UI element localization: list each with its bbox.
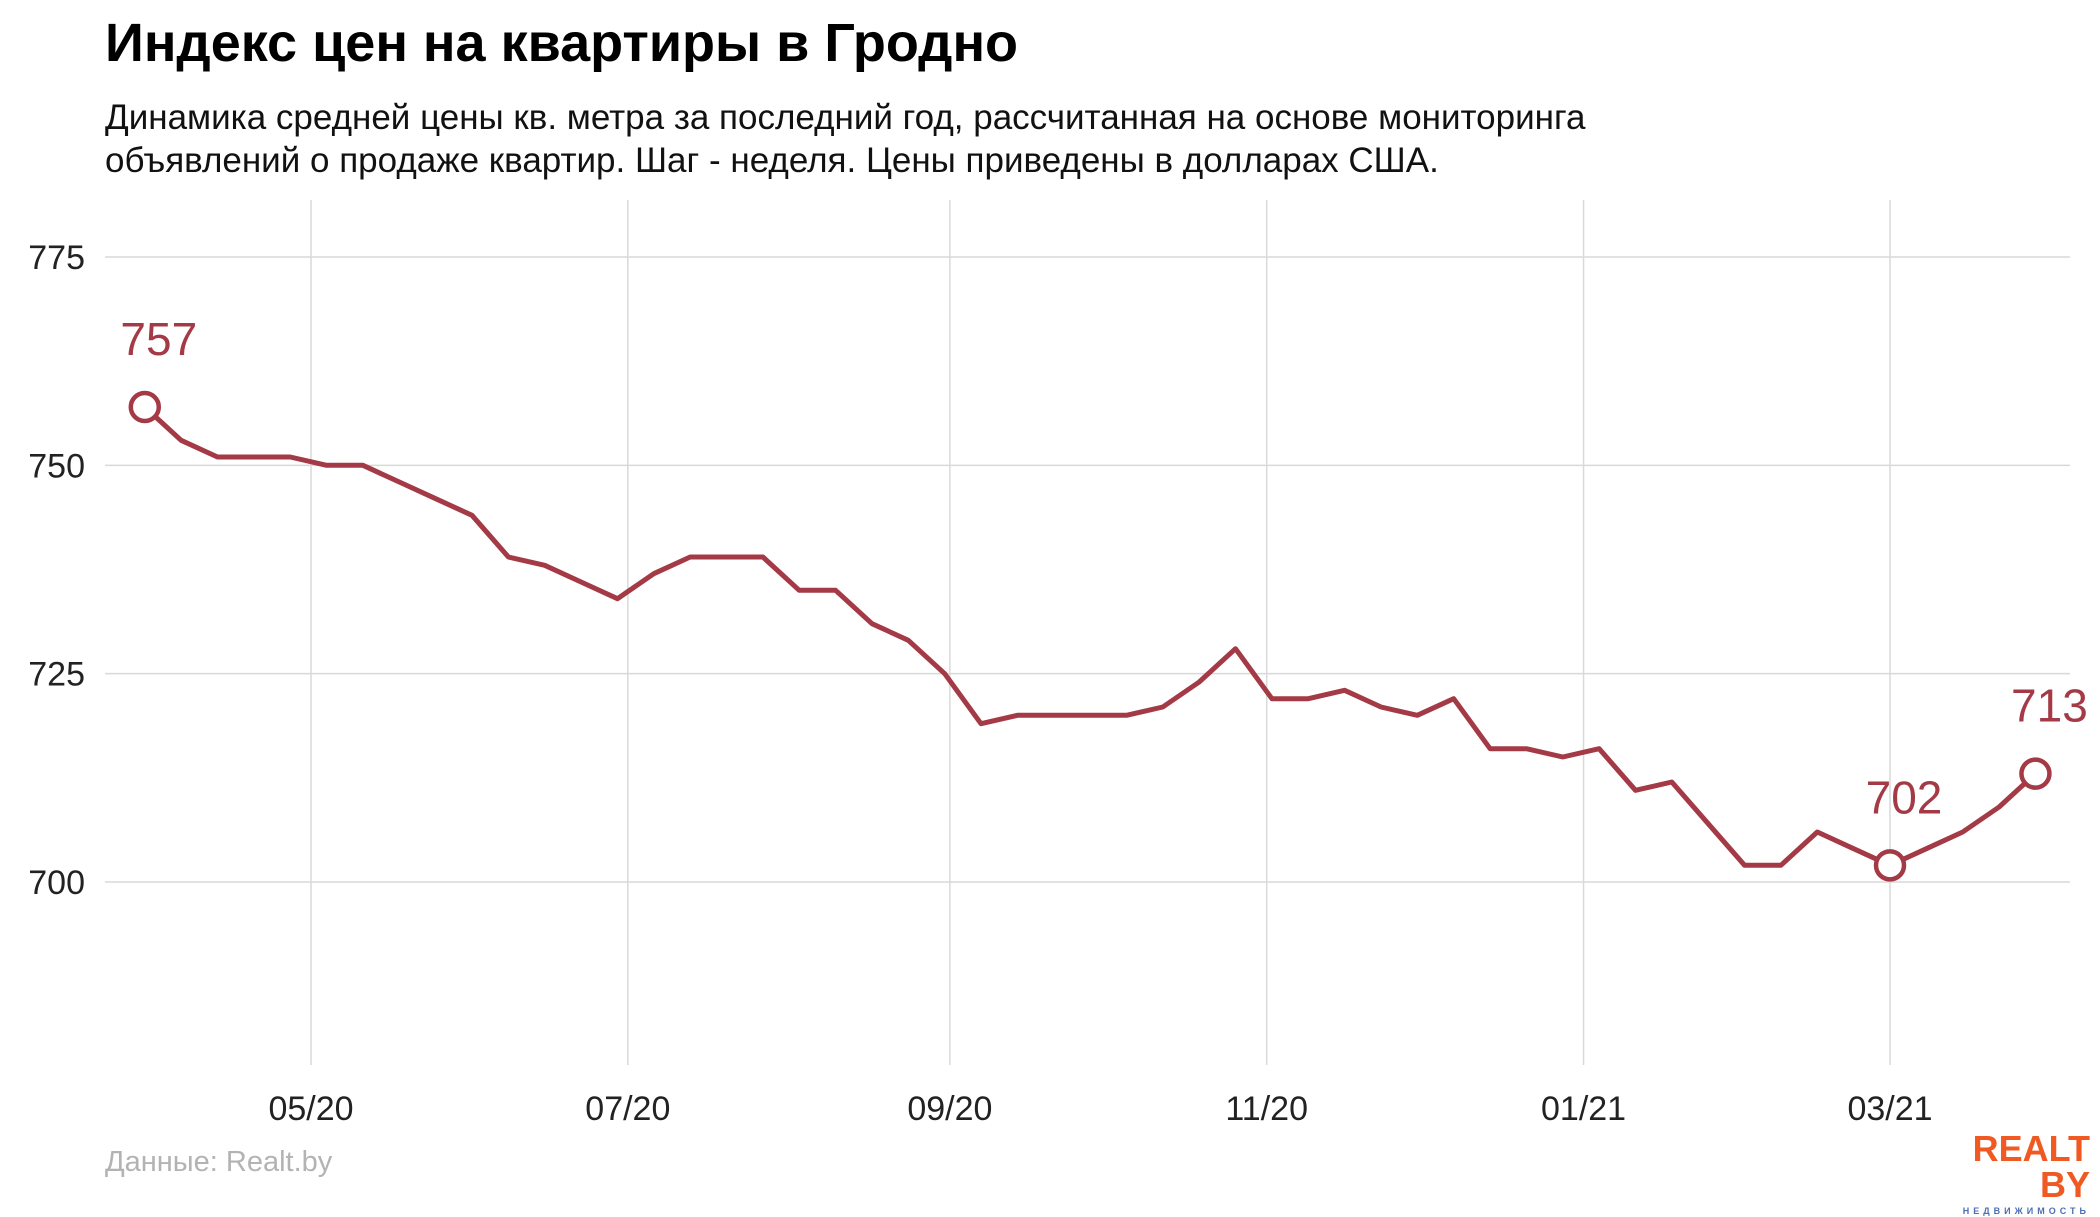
x-tick-label: 05/20 xyxy=(268,1090,353,1128)
logo-wordmark: REALT BY xyxy=(1972,1128,2090,1205)
grid-lines xyxy=(105,200,2070,1065)
y-tick-label: 775 xyxy=(28,239,85,277)
annotations: 757 702 713 xyxy=(120,313,2088,882)
x-tick-label: 01/21 xyxy=(1541,1090,1626,1128)
highlight-point-marker xyxy=(1873,849,1907,882)
logo-tagline: НЕДВИЖИМОСТЬ xyxy=(1962,1206,2090,1216)
y-tick-label: 725 xyxy=(28,656,85,694)
x-tick-label: 09/20 xyxy=(907,1090,992,1128)
x-tick-label: 03/21 xyxy=(1847,1090,1932,1128)
x-tick-label: 11/20 xyxy=(1225,1090,1308,1128)
series-layer xyxy=(142,404,2038,868)
x-tick-label: 07/20 xyxy=(585,1090,670,1128)
page-title: Индекс цен на квартиры в Гродно xyxy=(105,13,1019,73)
highlight-point-label: 713 xyxy=(2011,680,2088,732)
subtitle-line-2: объявлений о продаже квартир. Шаг - неде… xyxy=(105,141,1439,180)
y-axis-ticks: 700 725 750 775 xyxy=(28,239,85,902)
highlight-point-label: 757 xyxy=(120,313,197,365)
y-tick-label: 700 xyxy=(28,864,85,902)
data-source-note: Данные: Realt.by xyxy=(105,1146,333,1178)
highlight-point-marker xyxy=(2019,757,2052,790)
highlight-point-label: 702 xyxy=(1866,771,1943,823)
chart-subtitle: Динамика средней цены кв. метра за после… xyxy=(105,96,1805,182)
price-index-line xyxy=(142,404,2038,868)
realt-logo[interactable]: REALT BY НЕДВИЖИМОСТЬ xyxy=(1944,1131,2090,1217)
y-tick-label: 750 xyxy=(28,447,85,485)
highlight-point-marker xyxy=(128,390,162,424)
x-axis-ticks: 05/20 07/20 09/20 11/20 01/21 03/21 xyxy=(268,1090,1932,1128)
subtitle-line-1: Динамика средней цены кв. метра за после… xyxy=(105,98,1586,137)
